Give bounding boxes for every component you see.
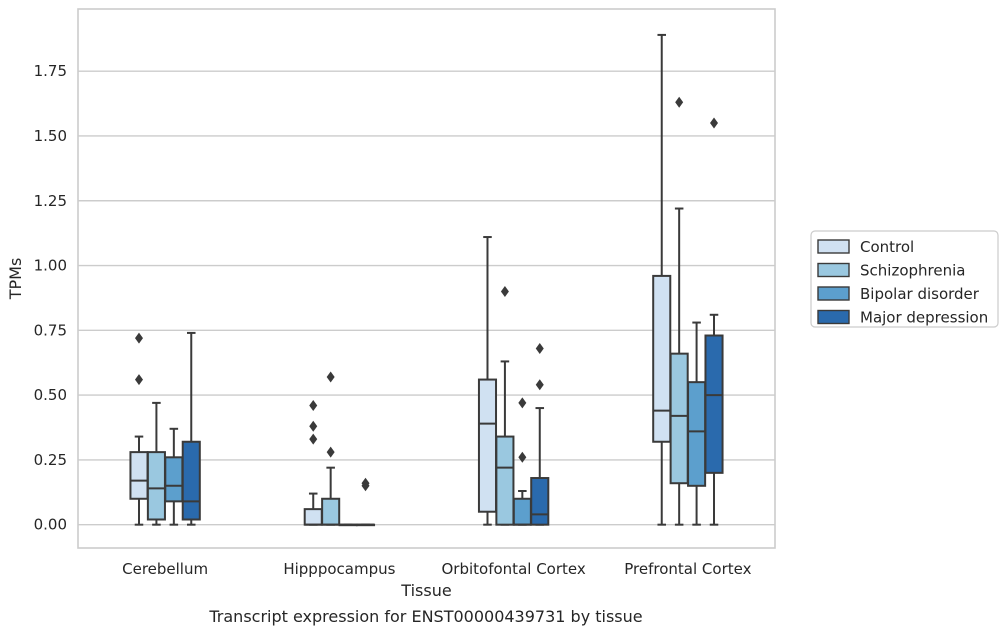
legend-label: Control [860, 238, 914, 256]
outlier-point [710, 117, 719, 129]
outlier-point [518, 451, 527, 463]
outlier-point [326, 446, 335, 458]
plot-area-frame [77, 8, 776, 549]
x-axis-ticks: Cerebellum Hipppocampus Orbitofontal Corte… [122, 560, 751, 578]
iqr-box [303, 508, 323, 526]
y-tick-label: 0.00 [34, 516, 67, 534]
box-groups [129, 33, 724, 527]
iqr-box [164, 456, 184, 503]
box-bipolar-disorder [687, 321, 707, 526]
iqr-box [129, 451, 149, 500]
box-bipolar-disorder [338, 523, 358, 527]
outlier-point [535, 379, 544, 391]
outlier-point [134, 332, 143, 344]
y-tick-label: 1.50 [34, 127, 67, 145]
y-tick-label: 0.75 [34, 321, 67, 339]
outlier-point [134, 374, 143, 386]
iqr-box [477, 378, 498, 513]
iqr-box [530, 477, 550, 526]
legend-swatch [817, 286, 850, 301]
legend-label: Major depression [860, 309, 988, 327]
iqr-box [652, 274, 672, 443]
outlier-point [309, 433, 318, 445]
iqr-box [321, 497, 341, 526]
outlier-point [518, 397, 527, 409]
iqr-box [495, 435, 515, 526]
box-control [477, 236, 498, 526]
y-tick-label: 0.25 [34, 451, 67, 469]
legend-swatch [817, 239, 850, 254]
iqr-box [687, 381, 707, 487]
iqr-box [181, 440, 201, 521]
x-tick-label: Hipppocampus [283, 560, 395, 578]
y-tick-label: 1.25 [34, 192, 67, 210]
box-bipolar-disorder [512, 397, 532, 526]
outlier-point [675, 96, 684, 108]
outlier-point [500, 285, 509, 297]
box-schizophrenia [495, 285, 515, 526]
y-axis-ticks: 0.00 0.25 0.50 0.75 1.00 1.25 1.50 1.75 [34, 62, 67, 533]
iqr-box [704, 334, 724, 474]
legend-frame [810, 230, 999, 328]
outlier-point [326, 371, 335, 383]
y-tick-label: 1.75 [34, 62, 67, 80]
y-axis-label: TPMs [6, 258, 25, 301]
box-major-depression [355, 477, 376, 527]
legend-label: Schizophrenia [860, 262, 965, 280]
box-schizophrenia [146, 401, 166, 526]
outlier-point [361, 477, 370, 489]
outlier-point [309, 399, 318, 411]
y-tick-label: 0.50 [34, 386, 67, 404]
iqr-box [669, 352, 689, 485]
x-tick-label: Orbitofontal Cortex [442, 560, 586, 578]
legend-swatch [817, 262, 850, 278]
iqr-box [146, 451, 166, 521]
box-bipolar-disorder [164, 427, 184, 526]
box-control [303, 399, 323, 526]
legend-swatch [817, 309, 850, 325]
outlier-point [535, 342, 544, 354]
box-control [129, 332, 149, 526]
x-tick-label: Cerebellum [122, 560, 208, 578]
x-axis-label: Tissue [400, 581, 451, 600]
box-major-depression [704, 117, 724, 526]
legend: Control Schizophrenia Bipolar disorder Majo… [810, 230, 999, 328]
legend-label: Bipolar disorder [860, 285, 980, 303]
iqr-box [512, 497, 532, 526]
chart-caption: Transcript expression for ENST0000043973… [208, 607, 642, 626]
box-major-depression [530, 342, 550, 526]
box-control [652, 33, 672, 526]
box-schizophrenia [321, 371, 341, 526]
x-tick-label: Prefrontal Cortex [624, 560, 751, 578]
box-schizophrenia [669, 96, 689, 526]
outlier-point [309, 420, 318, 432]
y-tick-label: 1.00 [34, 257, 67, 275]
box-major-depression [181, 331, 201, 526]
